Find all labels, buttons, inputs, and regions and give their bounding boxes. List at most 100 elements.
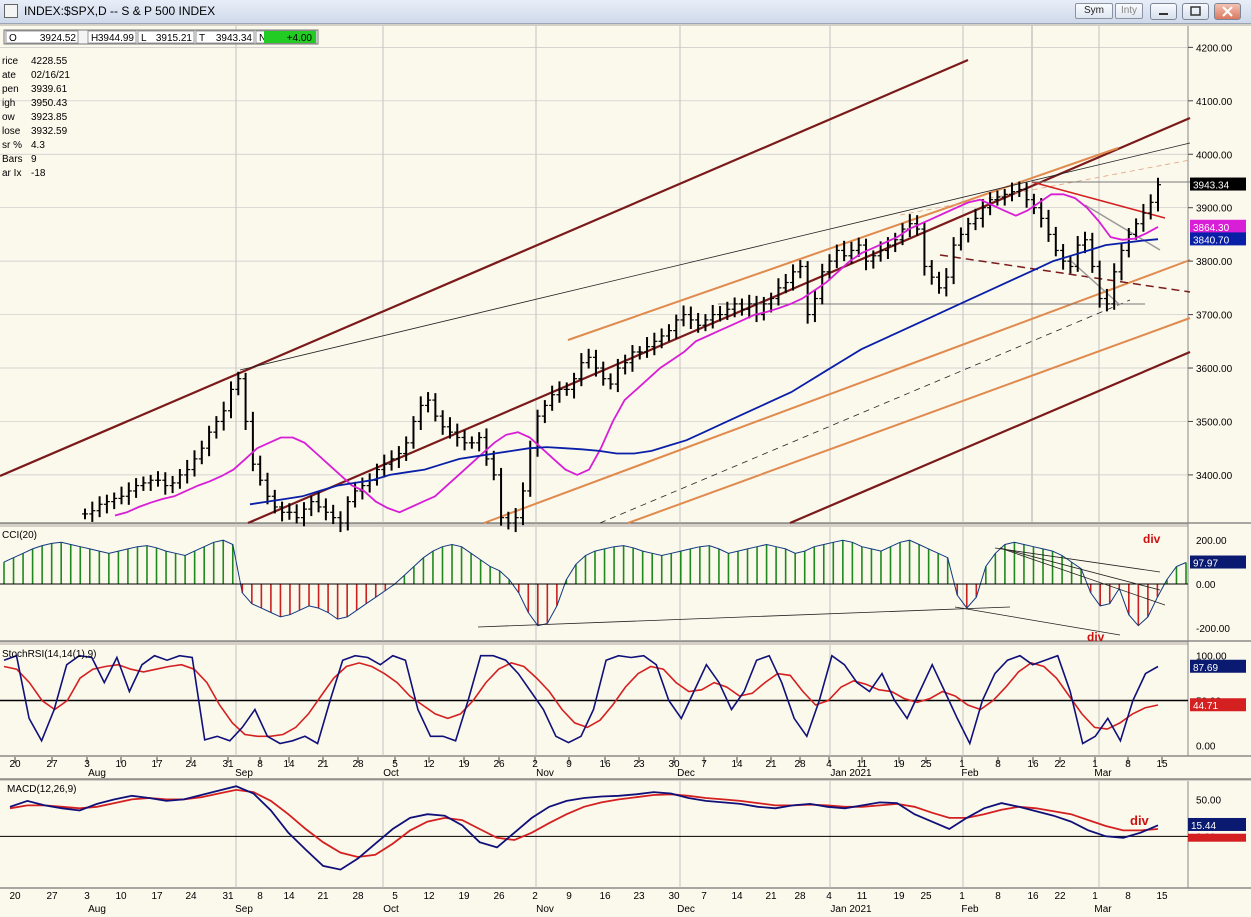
cci-div-label: div <box>1143 532 1161 546</box>
macd-value-label: 15.44 <box>1191 821 1216 832</box>
close-button[interactable] <box>1214 3 1241 20</box>
ma-slow-line <box>249 238 1159 506</box>
stochrsi-signal-tag <box>1190 698 1246 712</box>
month-label: Aug <box>88 768 106 779</box>
date-label: 16 <box>1027 759 1039 770</box>
data-window-label: pen <box>2 84 19 95</box>
macd-month-label: Nov <box>536 904 554 915</box>
macd-date-label: 3 <box>84 891 90 902</box>
ma-fast-line <box>114 193 1159 517</box>
date-axis-bg <box>0 756 1251 779</box>
macd-date-label: 22 <box>1054 891 1066 902</box>
macd-date-label: 16 <box>1027 891 1039 902</box>
stochrsi-line <box>3 654 1159 746</box>
window-title: INDEX:$SPX,D -- S & P 500 INDEX <box>24 4 216 18</box>
date-label: 9 <box>566 759 572 770</box>
inty-button[interactable]: Inty <box>1115 3 1143 19</box>
minimize-button[interactable] <box>1150 3 1177 20</box>
maximize-icon <box>1190 6 1201 16</box>
trend-line <box>0 58 969 478</box>
macd-date-label: 21 <box>765 891 777 902</box>
macd-date-label: 30 <box>668 891 680 902</box>
date-label: 7 <box>701 759 707 770</box>
macd-month-label: Sep <box>235 904 253 915</box>
ohlc-cell <box>5 30 79 44</box>
date-label: 25 <box>920 759 932 770</box>
price-bars <box>82 177 1161 533</box>
cci-trend-line <box>999 547 1166 606</box>
date-label: 8 <box>257 759 263 770</box>
data-window-value: 4228.55 <box>31 56 68 67</box>
trend-line <box>567 147 1119 341</box>
macd-date-label: 15 <box>1156 891 1168 902</box>
data-window-value: 9 <box>31 154 37 165</box>
data-window-value: 02/16/21 <box>31 70 70 81</box>
macd-date-label: 31 <box>222 891 234 902</box>
inty-button-label: Inty <box>1120 5 1138 16</box>
sym-button[interactable]: Sym <box>1075 3 1113 19</box>
maximize-button[interactable] <box>1182 3 1209 20</box>
macd-date-label: 21 <box>317 891 329 902</box>
date-label: 17 <box>151 759 163 770</box>
grid <box>0 26 1188 888</box>
macd-date-label: 5 <box>392 891 398 902</box>
data-window-value: 3923.85 <box>31 112 68 123</box>
date-label: 21 <box>317 759 329 770</box>
date-label: 8 <box>1125 759 1131 770</box>
ohlc-net-change-bg <box>264 31 316 43</box>
macd-date-label: 26 <box>493 891 505 902</box>
date-label: 26 <box>493 759 505 770</box>
price-tick-label: 3600.00 <box>1196 364 1233 375</box>
cci-value-tag <box>1190 555 1246 569</box>
data-window-value: 3932.59 <box>31 126 68 137</box>
cci-histogram <box>0 539 1188 636</box>
price-tag <box>1190 232 1246 246</box>
ohlc-value: 3915.21 <box>156 33 193 44</box>
macd-tick-label: 50.00 <box>1196 795 1221 806</box>
date-label: 16 <box>599 759 611 770</box>
price-tag-label: 3943.34 <box>1193 181 1230 192</box>
date-label: 20 <box>9 759 21 770</box>
trend-line <box>627 317 1191 524</box>
macd-signal-tag <box>1188 833 1246 842</box>
stochrsi-value-label: 87.69 <box>1193 663 1218 674</box>
ohlc-key: T <box>199 33 205 44</box>
macd-date-label: 8 <box>257 891 263 902</box>
ohlc-value: 3944.99 <box>98 33 135 44</box>
y-axis-bg <box>1188 26 1251 756</box>
month-label: Feb <box>961 768 979 779</box>
cci-trend-line <box>999 547 1161 591</box>
macd-date-label: 27 <box>46 891 58 902</box>
stochrsi-signal-label: 44.71 <box>1193 701 1218 712</box>
macd-date-axis-bg <box>0 888 1251 917</box>
macd-date-label: 24 <box>185 891 197 902</box>
data-window: rice 4228.55 ate 02/16/21 pen 3939.61 igh 3950.… <box>2 56 70 179</box>
date-label: 14 <box>283 759 295 770</box>
cci-trend-line <box>954 606 1121 636</box>
macd-month-label: Aug <box>88 904 106 915</box>
macd-date-label: 17 <box>151 891 163 902</box>
sym-button-label: Sym <box>1084 5 1104 16</box>
window-titlebar[interactable]: INDEX:$SPX,D -- S & P 500 INDEX Sym Inty <box>0 0 1251 24</box>
macd-date-label: 7 <box>701 891 707 902</box>
stochrsi-signal-line <box>3 662 1159 738</box>
ohlc-cell <box>137 30 195 44</box>
macd-date-label: 19 <box>893 891 905 902</box>
date-label: 1 <box>959 759 965 770</box>
price-tag-label: 3840.70 <box>1193 235 1230 246</box>
macd-month-label: Mar <box>1094 904 1112 915</box>
data-window-value: 3950.43 <box>31 98 68 109</box>
cci-trend-line <box>994 547 1161 573</box>
date-label: 30 <box>668 759 680 770</box>
ohlc-key: H <box>91 33 98 44</box>
macd-date-label: 10 <box>115 891 127 902</box>
macd-date-label: 8 <box>1125 891 1131 902</box>
macd-date-label: 16 <box>599 891 611 902</box>
trend-line <box>599 299 1131 524</box>
ohlc-key: O <box>9 33 17 44</box>
macd-month-label: Oct <box>383 904 399 915</box>
trend-line <box>239 142 1191 371</box>
month-label: Mar <box>1094 768 1112 779</box>
macd-date-label: 14 <box>731 891 743 902</box>
